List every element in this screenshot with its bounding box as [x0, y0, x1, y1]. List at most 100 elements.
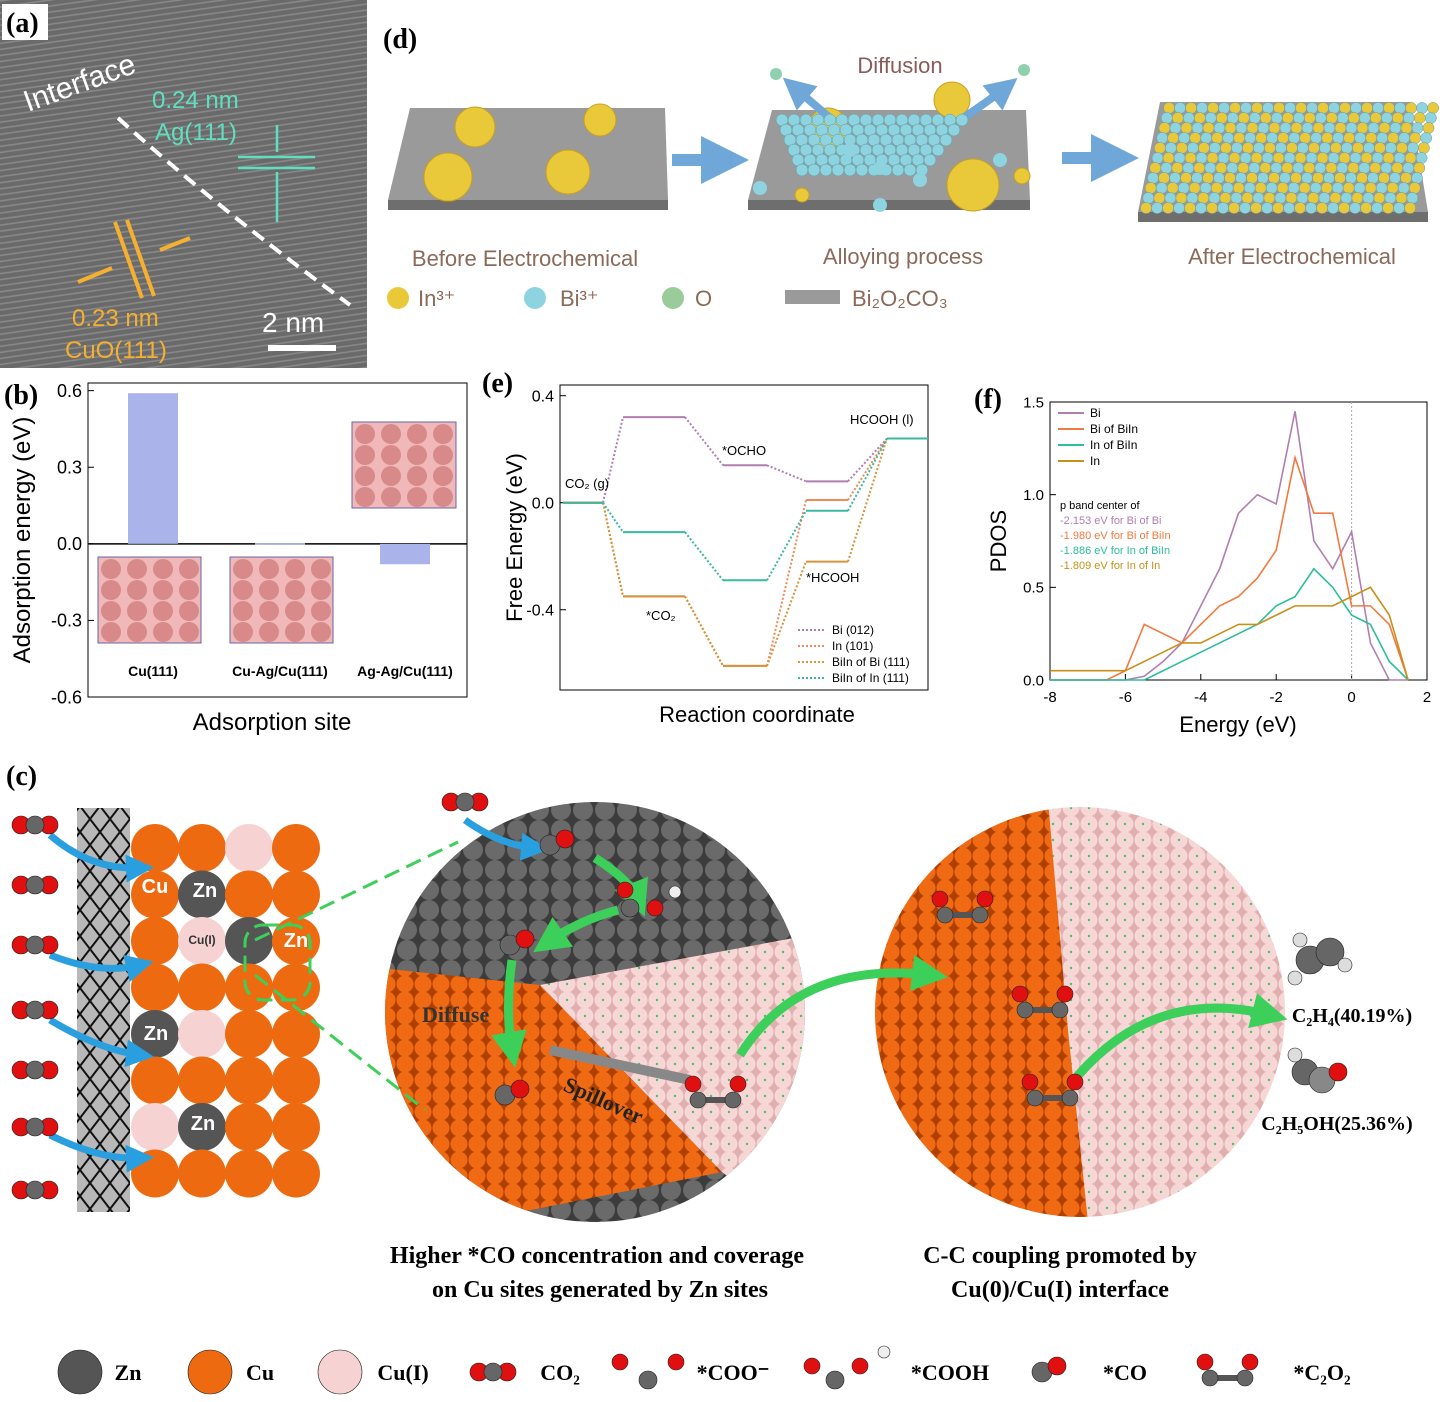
atom [971, 906, 989, 924]
alloy-atom [1213, 172, 1225, 184]
inset-atom [179, 622, 199, 642]
atom [684, 1075, 702, 1093]
spacing-cuo: 0.23 nm [72, 305, 159, 332]
inset-atom [259, 559, 279, 579]
inset-atom [101, 622, 121, 642]
legend-label: BiIn of In (111) [832, 671, 909, 685]
atom [131, 1103, 179, 1151]
alloy-atom [1295, 102, 1307, 114]
alloy-atom [1341, 142, 1353, 154]
legend-label: Bi₂O₂CO₃ [852, 286, 948, 311]
alloy-atom [1384, 192, 1397, 204]
atom [25, 815, 45, 835]
panel-d: (d) Diffusion Before Electrochemical All… [383, 24, 1439, 311]
alloy-atom [1261, 202, 1273, 214]
alloy-atom [1257, 172, 1269, 184]
atom [689, 1091, 707, 1109]
alloy-atom [1211, 132, 1224, 144]
inset-atom [127, 559, 147, 579]
alloy-atom [1349, 152, 1362, 164]
connector [847, 437, 888, 482]
alloy-atom [1389, 122, 1402, 134]
alloy-atom [1298, 182, 1311, 194]
alloy-atom [1325, 112, 1338, 124]
alloy-atom [1162, 202, 1174, 214]
note: -1.980 eV for Bi of BiIn [1060, 530, 1171, 542]
alloy-atom [1309, 182, 1322, 194]
alloy-atom [1263, 192, 1276, 204]
y-tick-label: 0.3 [57, 458, 82, 478]
alloy-atom [1250, 202, 1262, 214]
alloy-atom [1242, 142, 1254, 154]
stage-label: Before Electrochemical [412, 246, 638, 271]
alloy-atom [1301, 122, 1314, 134]
atom [25, 1180, 45, 1200]
connector [847, 438, 888, 512]
panel-label: (c) [6, 761, 37, 792]
y-tick-label: 0.0 [1023, 672, 1044, 689]
y-tick-label: -0.6 [51, 687, 82, 707]
alloy-atom [1160, 112, 1173, 124]
alloy-atom [1235, 122, 1248, 134]
alloy-atom [1317, 102, 1329, 114]
panel-label: (a) [6, 8, 39, 39]
atom [131, 1056, 179, 1105]
alloy-atom [1290, 172, 1302, 184]
alloy-atom [1292, 112, 1305, 124]
alloy-atom [1284, 102, 1296, 114]
alloy-atom [1239, 202, 1251, 214]
y-tick-label: 0.0 [57, 534, 82, 554]
annotation: *OCHO [722, 443, 766, 458]
atom [483, 1362, 503, 1382]
x-tick-label: -6 [1119, 689, 1132, 706]
legend-label: O [695, 286, 712, 311]
alloy-atom [1386, 182, 1399, 194]
x-tick-label: Cu(111) [128, 663, 178, 679]
atom [803, 1357, 821, 1375]
alloy-atom [1149, 162, 1162, 174]
atom [455, 792, 475, 812]
alloy-atom [1226, 112, 1239, 124]
alloy-atom [1336, 162, 1349, 174]
alloy-atom [1319, 142, 1331, 154]
alloy-atom [1351, 192, 1364, 204]
alloy-atom [1237, 162, 1250, 174]
atom [1328, 1062, 1348, 1082]
legend-label: BiIn of Bi (111) [832, 655, 910, 669]
alloy-atom [1272, 152, 1285, 164]
atom [1292, 932, 1308, 948]
slab-edge [1138, 212, 1428, 222]
atom [178, 963, 226, 1012]
alloy-atom [1248, 162, 1261, 174]
alloy-atom [1393, 202, 1405, 214]
alloy-atom [1393, 152, 1406, 164]
inset-atom [259, 622, 279, 642]
connector [684, 416, 724, 466]
inset-atom [233, 580, 253, 600]
alloy-atom [1204, 162, 1217, 174]
alloy-atom [1235, 172, 1247, 184]
alloy-atom [1274, 192, 1287, 204]
bi-atom [931, 143, 945, 157]
bi-atom [831, 163, 845, 177]
alloy-atom [1228, 202, 1240, 214]
legend-swatch [785, 290, 840, 304]
alloy-atom [1246, 172, 1258, 184]
inset-atom [101, 580, 121, 600]
alloy-atom [1400, 172, 1412, 184]
alloy-atom [1240, 102, 1252, 114]
scale-label: 2 nm [262, 307, 324, 338]
alloy-atom [1329, 192, 1342, 204]
atom [225, 963, 273, 1012]
inset-atom [153, 580, 173, 600]
alloy-atom [1340, 192, 1353, 204]
charts: (b) 0.6 0.3 0.0 -0.3 -0.6 Cu(111) Cu-Ag/Cu(111)… [4, 368, 1431, 737]
atom [178, 870, 226, 919]
alloy-atom [1371, 152, 1384, 164]
alloy-atom [1153, 192, 1166, 204]
alloy-atom [1332, 132, 1345, 144]
alloy-atom [1360, 152, 1373, 164]
site-label: Zn [191, 1113, 215, 1135]
inset-atom [127, 580, 147, 600]
